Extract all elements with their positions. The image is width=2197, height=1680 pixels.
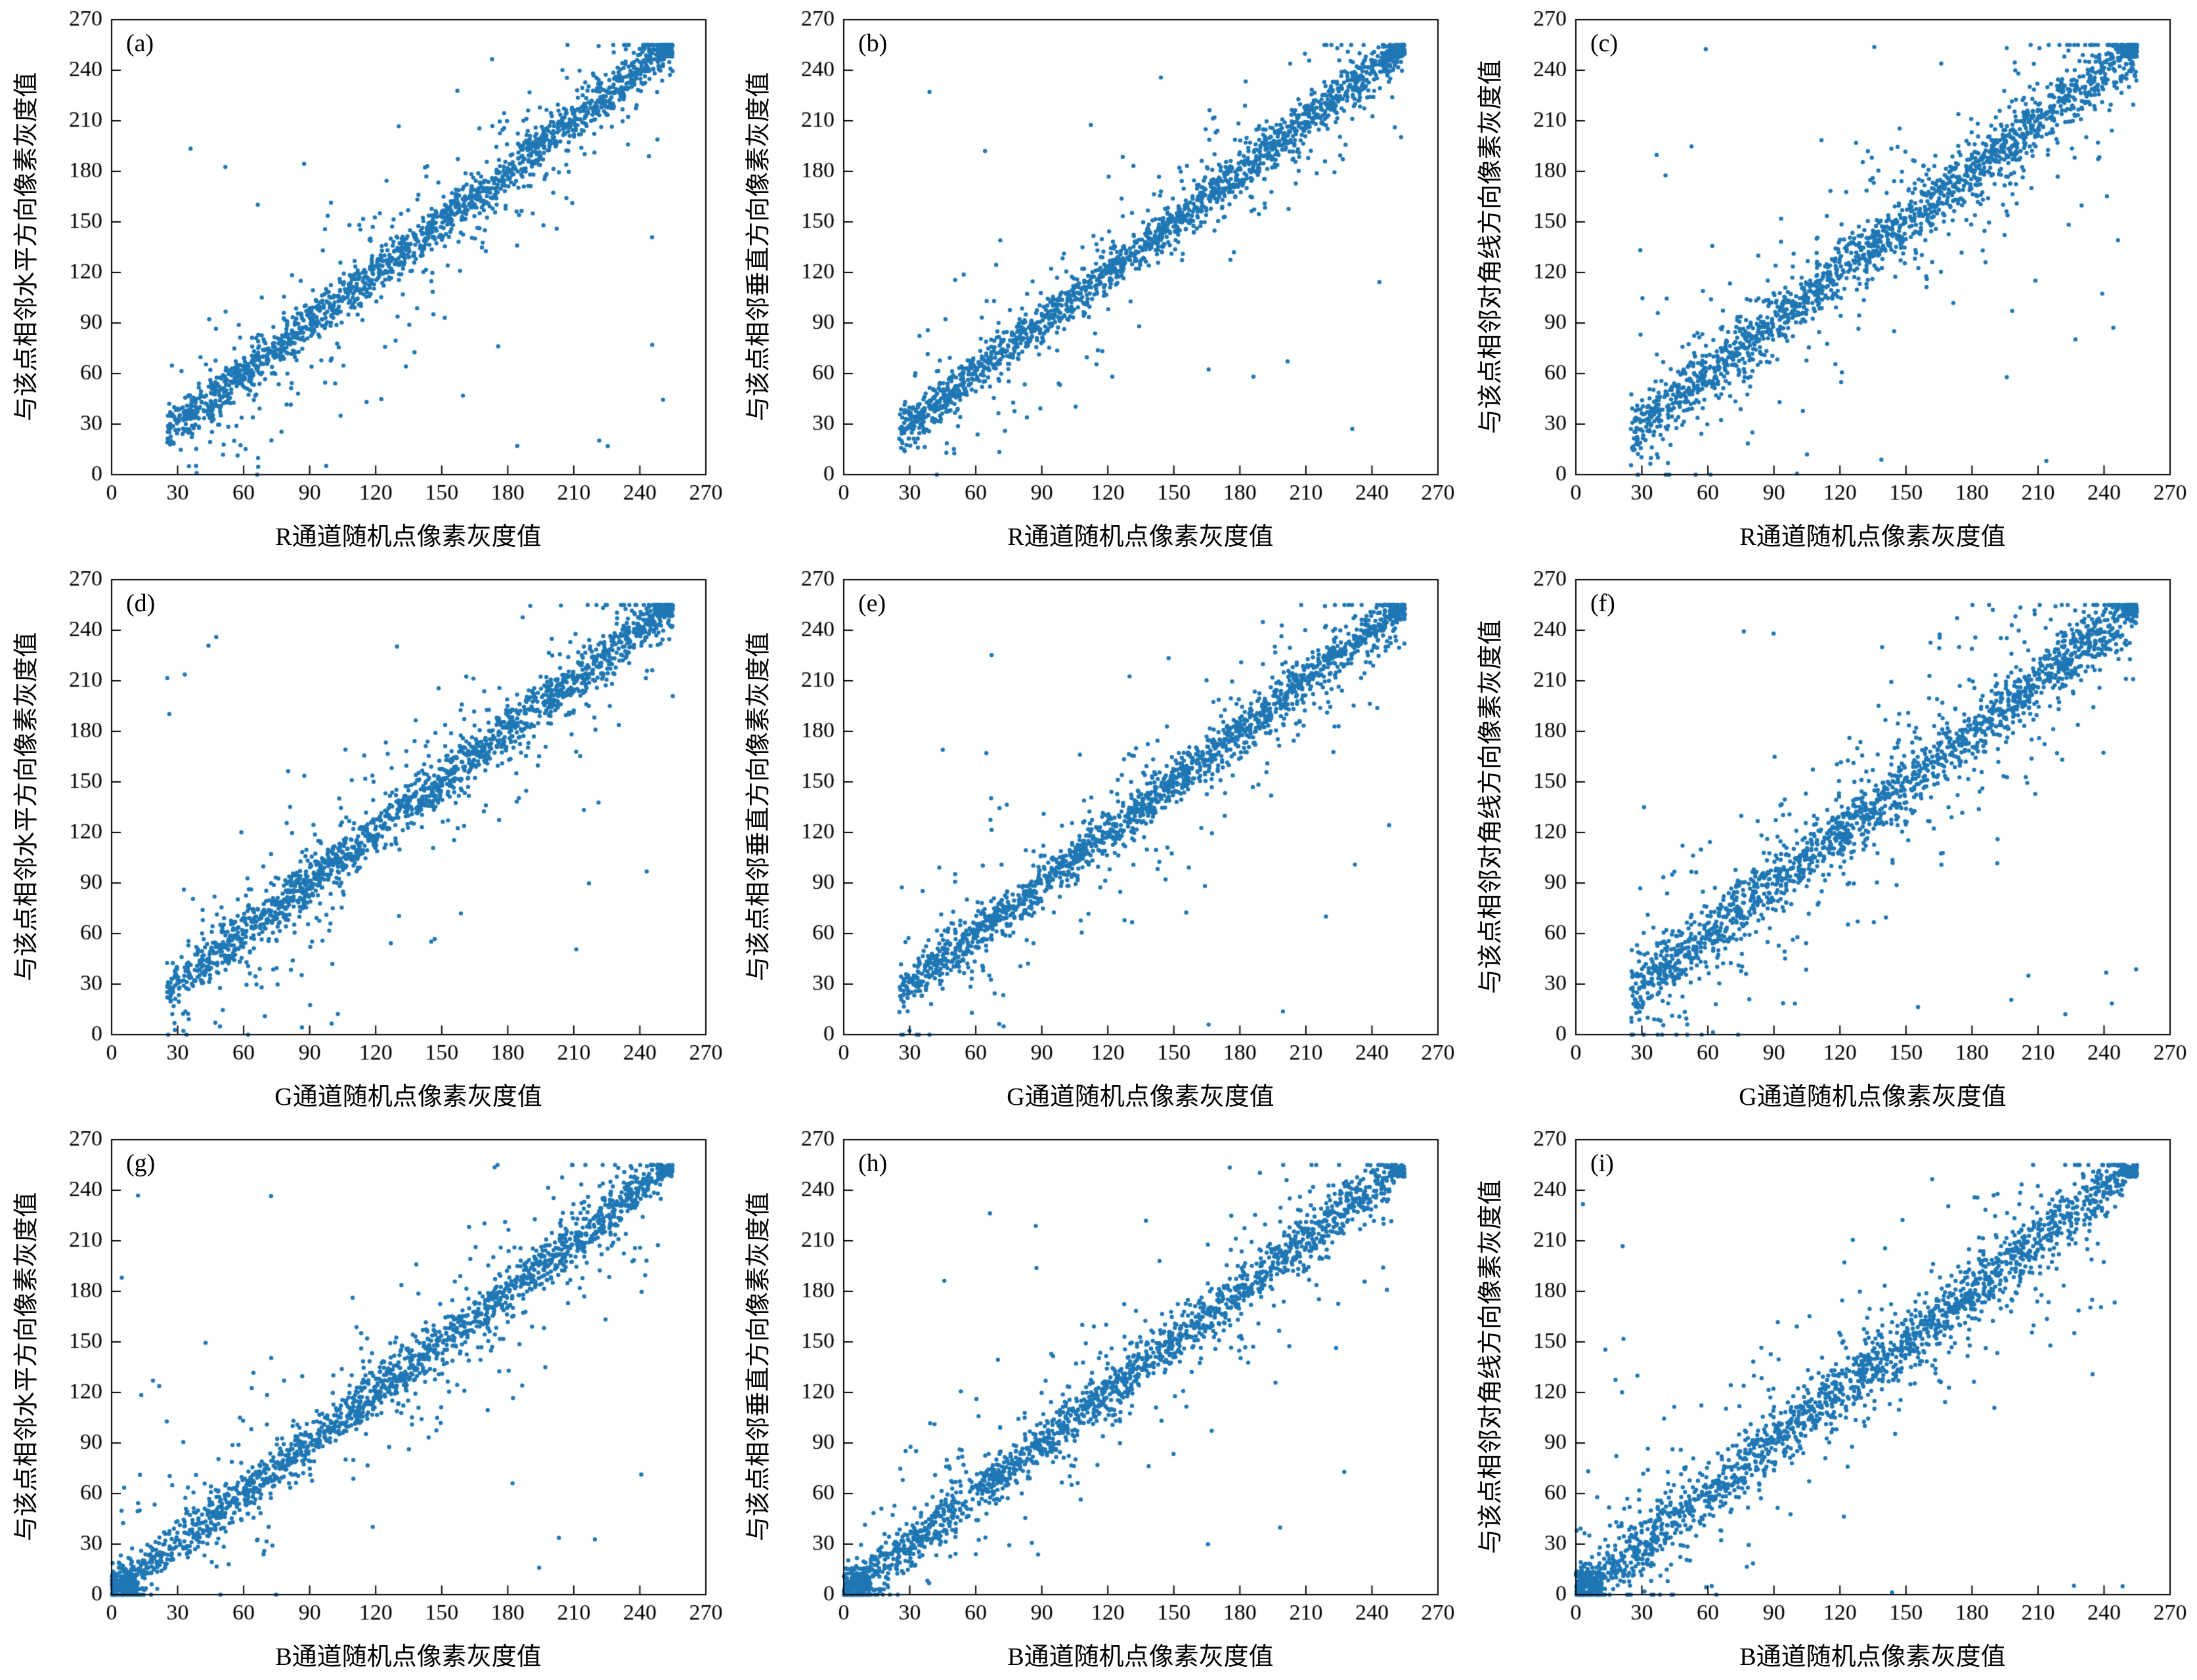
y-axis-label: 与该点相邻垂直方向像素灰度值	[745, 1192, 773, 1542]
scatter-panel-f: 与该点相邻对角线方向像素灰度值 G通道随机点像素灰度值 (f)	[1464, 560, 2196, 1120]
scatter-panel-d: 与该点相邻水平方向像素灰度值 G通道随机点像素灰度值 (d)	[0, 560, 732, 1120]
scatter-panel-b: 与该点相邻垂直方向像素灰度值 R通道随机点像素灰度值 (b)	[732, 0, 1464, 560]
x-axis-label: B通道随机点像素灰度值	[1007, 1643, 1274, 1671]
y-axis-label: 与该点相邻水平方向像素灰度值	[12, 632, 41, 982]
panel-letter: (g)	[126, 1150, 156, 1177]
panel-letter: (c)	[1590, 30, 1619, 57]
y-axis-label: 与该点相邻水平方向像素灰度值	[12, 72, 41, 422]
x-axis-label: R通道随机点像素灰度值	[275, 523, 542, 551]
y-axis-label: 与该点相邻对角线方向像素灰度值	[1477, 1179, 1505, 1555]
panel-letter: (f)	[1590, 590, 1615, 617]
x-axis-label: G通道随机点像素灰度值	[1739, 1083, 2007, 1111]
panel-letter: (d)	[126, 590, 156, 617]
x-axis-label: G通道随机点像素灰度值	[274, 1083, 542, 1111]
scatter-canvas-f	[1464, 560, 2196, 1120]
scatter-canvas-i	[1464, 1120, 2196, 1680]
scatter-panel-a: 与该点相邻水平方向像素灰度值 R通道随机点像素灰度值 (a)	[0, 0, 732, 560]
scatter-panel-i: 与该点相邻对角线方向像素灰度值 B通道随机点像素灰度值 (i)	[1464, 1120, 2196, 1680]
x-axis-label: R通道随机点像素灰度值	[1739, 523, 2006, 551]
panel-letter: (b)	[858, 30, 888, 57]
y-axis-label: 与该点相邻水平方向像素灰度值	[12, 1192, 41, 1542]
y-axis-label: 与该点相邻对角线方向像素灰度值	[1477, 619, 1505, 995]
x-axis-label: R通道随机点像素灰度值	[1007, 523, 1274, 551]
x-axis-label: B通道随机点像素灰度值	[275, 1643, 542, 1671]
scatter-canvas-a	[0, 0, 732, 560]
scatter-canvas-h	[732, 1120, 1464, 1680]
y-axis-label: 与该点相邻垂直方向像素灰度值	[745, 72, 773, 422]
y-axis-label: 与该点相邻垂直方向像素灰度值	[745, 632, 773, 982]
y-axis-label: 与该点相邻对角线方向像素灰度值	[1477, 59, 1505, 435]
scatter-panel-g: 与该点相邻水平方向像素灰度值 B通道随机点像素灰度值 (g)	[0, 1120, 732, 1680]
x-axis-label: B通道随机点像素灰度值	[1739, 1643, 2006, 1671]
panel-letter: (e)	[858, 590, 886, 617]
scatter-canvas-d	[0, 560, 732, 1120]
scatter-panel-h: 与该点相邻垂直方向像素灰度值 B通道随机点像素灰度值 (h)	[732, 1120, 1464, 1680]
scatter-canvas-c	[1464, 0, 2196, 560]
panel-letter: (h)	[858, 1150, 888, 1177]
scatter-panel-e: 与该点相邻垂直方向像素灰度值 G通道随机点像素灰度值 (e)	[732, 560, 1464, 1120]
scatter-canvas-g	[0, 1120, 732, 1680]
panel-letter: (a)	[126, 30, 154, 57]
scatter-canvas-e	[732, 560, 1464, 1120]
panel-letter: (i)	[1590, 1150, 1614, 1177]
x-axis-label: G通道随机点像素灰度值	[1007, 1083, 1274, 1111]
scatter-canvas-b	[732, 0, 1464, 560]
scatter-panel-c: 与该点相邻对角线方向像素灰度值 R通道随机点像素灰度值 (c)	[1464, 0, 2196, 560]
